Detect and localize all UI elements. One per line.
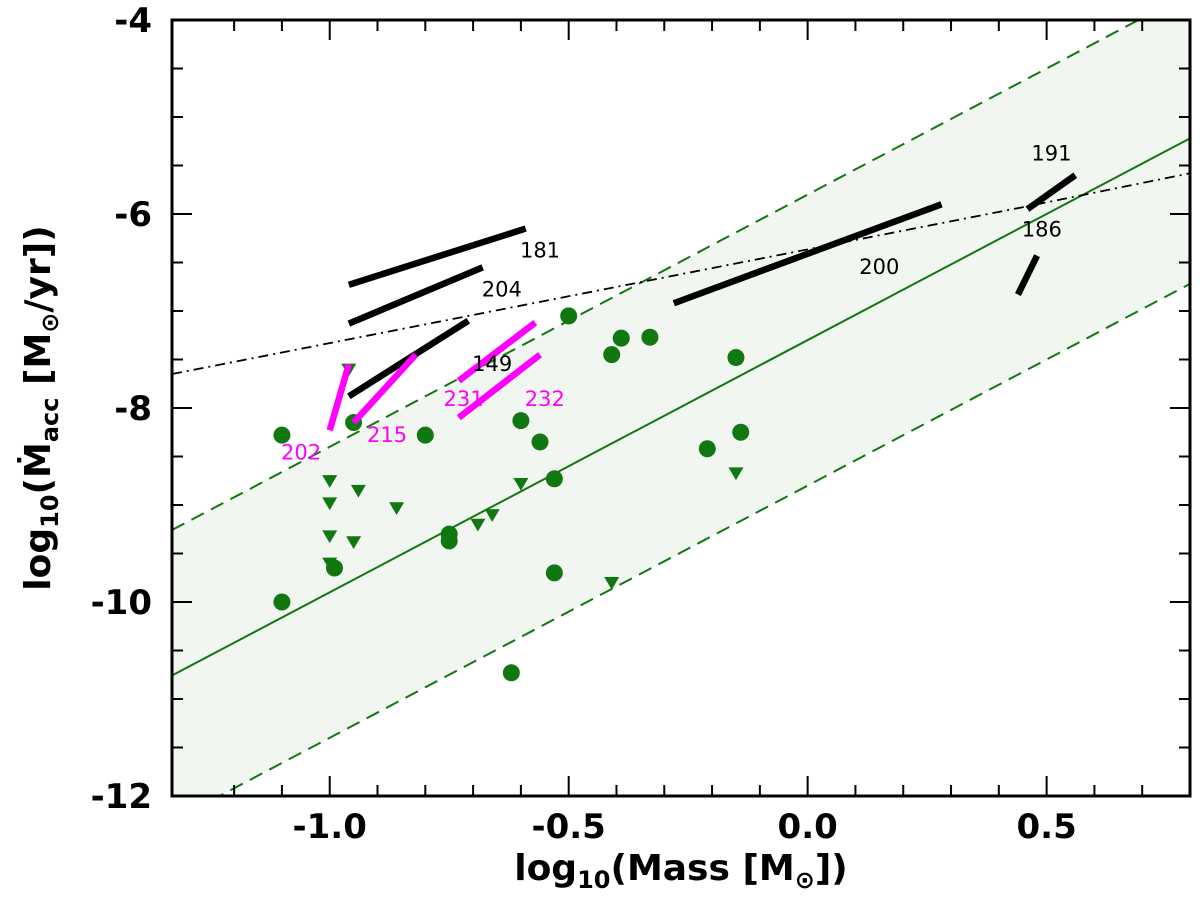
- data-point-circle: [641, 328, 659, 346]
- dashdot-line: [172, 172, 1190, 375]
- y-tick-label: -4: [114, 1, 152, 41]
- segment-label-204: 204: [482, 277, 522, 301]
- segment-label-191: 191: [1031, 142, 1071, 166]
- x-axis-title: log10(Mass [M⊙]): [514, 848, 848, 894]
- segment-202: [326, 363, 352, 432]
- data-point-triangle: [322, 497, 338, 511]
- segment-200: [672, 201, 943, 307]
- data-point-triangle: [346, 536, 362, 549]
- data-point-triangle: [604, 576, 620, 590]
- y-tick-label: -10: [91, 583, 152, 623]
- data-point-circle: [273, 593, 291, 611]
- data-point-triangle: [470, 518, 486, 532]
- axis-ticks: -1.0 -0.5 0.0 0.5 -12 -10 -8 -6 -4: [91, 1, 1190, 847]
- data-point-circle: [416, 426, 434, 444]
- lower-bound-line: [217, 282, 1190, 796]
- scatter-band: [172, 20, 1190, 796]
- y-tick-label: -12: [91, 777, 152, 817]
- plot-area: [172, 20, 1190, 796]
- segment-label-200: 200: [859, 255, 899, 279]
- data-point-circle: [545, 470, 563, 488]
- segment-label-232: 232: [525, 387, 565, 411]
- data-point-circle: [727, 349, 745, 367]
- segment-label-181: 181: [520, 239, 560, 263]
- data-point-circle: [560, 307, 578, 325]
- data-point-circle: [603, 346, 621, 364]
- y-tick-label: -6: [114, 195, 152, 235]
- data-point-circle: [545, 564, 563, 582]
- annotation-labels: 181 204 149 200 191 186 202 215 231 232: [281, 142, 1071, 465]
- data-point-circle: [512, 412, 530, 430]
- data-point-triangle: [484, 509, 500, 522]
- y-axis-title: log10(Ṁacc [M⊙/yr]): [17, 225, 64, 590]
- data-point-triangle: [728, 467, 744, 481]
- data-point-circle: [531, 433, 549, 451]
- data-point-circle: [698, 440, 716, 458]
- y-tick-label: -8: [114, 389, 152, 429]
- data-point-circle: [612, 329, 630, 347]
- data-point-triangle: [513, 478, 529, 491]
- data-point-circle: [440, 532, 458, 550]
- segment-191: [1025, 172, 1078, 212]
- data-point-triangle: [322, 475, 338, 488]
- data-point-triangle: [389, 502, 405, 516]
- segment-204: [347, 264, 484, 327]
- segment-label-202: 202: [281, 440, 321, 464]
- segment-215: [351, 352, 419, 425]
- segment-label-215: 215: [367, 423, 407, 447]
- segment-186: [1015, 254, 1040, 296]
- data-point-circle: [502, 664, 520, 682]
- data-point-circle: [732, 423, 750, 441]
- best-fit-line: [172, 137, 1190, 677]
- segment-232: [456, 352, 543, 421]
- x-tick-label: 0.0: [778, 807, 838, 847]
- upper-bound-line: [172, 20, 1141, 531]
- segment-label-149: 149: [472, 352, 512, 376]
- x-tick-label: -1.0: [293, 807, 367, 847]
- segment-181: [347, 225, 527, 288]
- segment-231: [456, 320, 538, 384]
- data-point-triangle: [322, 557, 338, 571]
- x-tick-label: -0.5: [532, 807, 606, 847]
- data-point-triangle: [322, 530, 338, 544]
- data-point-triangle: [350, 484, 366, 498]
- segment-label-186: 186: [1022, 217, 1062, 241]
- data-point-circle: [273, 426, 291, 444]
- x-tick-label: 0.5: [1017, 807, 1077, 847]
- segment-label-231: 231: [443, 387, 483, 411]
